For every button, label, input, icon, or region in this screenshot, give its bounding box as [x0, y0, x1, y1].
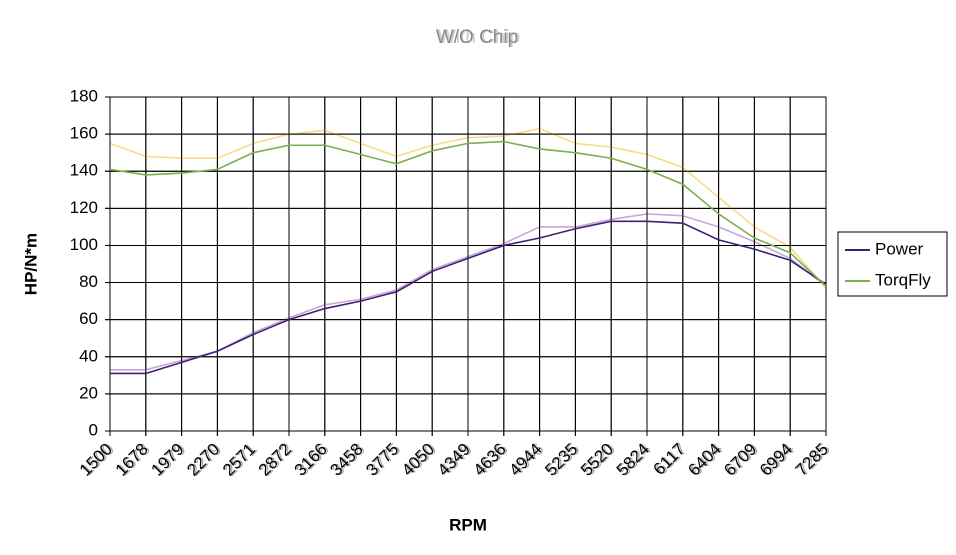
y-tick-label: 100	[70, 235, 98, 254]
y-tick-label: 160	[70, 124, 98, 143]
legend-box	[837, 231, 948, 297]
y-tick-label: 60	[79, 309, 98, 328]
series-line	[109, 140, 827, 287]
y-tick-label: 180	[70, 86, 98, 105]
y-tick-label: 20	[79, 383, 98, 402]
chart-title: With Chip	[438, 27, 520, 48]
legend-label: Power	[875, 239, 924, 258]
x-axis-label: RPM	[449, 515, 487, 534]
y-axis-label: HP/N*m	[21, 233, 40, 295]
x-axis-label: RPM	[449, 515, 487, 534]
y-tick-label: 120	[70, 198, 98, 217]
y-tick-label: 140	[70, 161, 98, 180]
y-axis-label: HP/N*m	[21, 233, 40, 295]
chart-title: W/O Chip	[436, 27, 518, 48]
legend-label: TorqFly	[875, 270, 931, 289]
series-line	[110, 220, 827, 375]
y-tick-label: 40	[79, 346, 98, 365]
y-tick-label: 0	[89, 420, 98, 439]
y-tick-label: 80	[79, 272, 98, 291]
